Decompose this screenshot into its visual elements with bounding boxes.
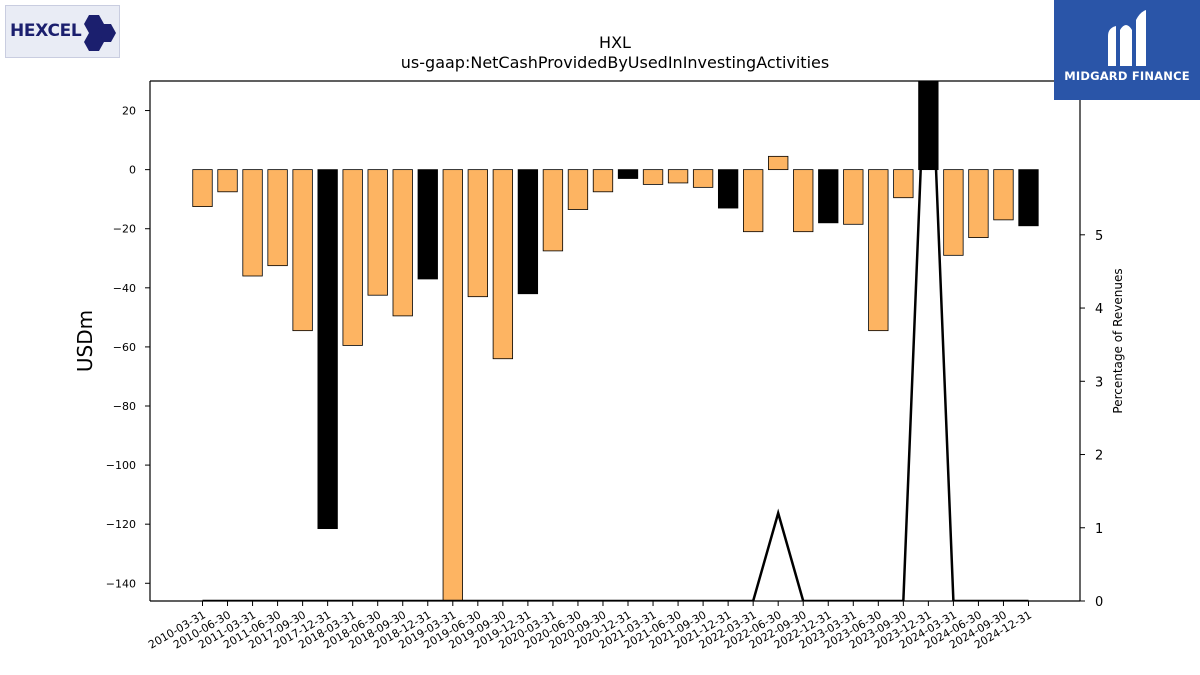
midgard-logo-text: MIDGARD FINANCE [1064,69,1190,83]
y2-tick-label: 2 [1095,449,1103,464]
bar [743,169,764,233]
y-tick-label: −140 [106,577,136,590]
bar [667,169,689,184]
hexcel-logo: HEXCEL [5,5,120,58]
y-tick-label: 0 [129,164,136,177]
hexcel-logo-text: HEXCEL [10,21,82,41]
y-axis-label: USDm [73,310,97,372]
bar [968,169,989,238]
bar [818,169,839,224]
midgard-mark-icon [1108,10,1146,66]
bar-series [192,81,1039,601]
bar [717,169,739,209]
y-tick-label: −60 [113,341,136,354]
bar [692,169,714,188]
bar [1018,169,1039,227]
y-tick-label: −120 [106,518,136,531]
y2-axis-label: Percentage of Revenues [1111,268,1125,413]
bar [217,169,238,193]
y2-tick-label: 1 [1095,522,1103,537]
chart-subtitle: us-gaap:NetCashProvidedByUsedInInvesting… [401,53,829,72]
bar [267,169,288,267]
bar [868,169,889,332]
bar [993,169,1014,221]
axes: 200−20−40−60−80−100−120−1400123452010-03… [106,80,1103,652]
chart-title: HXL [599,33,631,52]
y-tick-label: −100 [106,459,136,472]
bar [292,169,313,332]
bar [893,169,914,199]
bar [192,169,213,207]
bar [467,169,488,298]
midgard-finance-logo: MIDGARD FINANCE [1054,0,1200,100]
y2-tick-label: 0 [1095,595,1103,610]
bar [392,169,413,317]
y2-tick-label: 3 [1095,375,1103,390]
bar [492,169,514,360]
y-tick-label: −20 [113,223,136,236]
bar [943,169,964,256]
bar [317,169,338,530]
bar [793,169,814,233]
bar [617,169,639,179]
bar [442,169,463,601]
bar [567,169,589,210]
bar [642,169,664,185]
bar [768,155,789,171]
bar [592,169,614,193]
hexagon-logo-icon [84,15,116,51]
bar [242,169,263,277]
bar [843,169,864,225]
bar [517,169,539,295]
bar [542,169,564,252]
bar [342,169,363,346]
y-tick-label: 20 [122,105,136,118]
y-tick-label: −80 [113,400,136,413]
bar [367,169,388,296]
y2-tick-label: 5 [1095,229,1103,244]
y2-tick-label: 4 [1095,302,1103,317]
bar [417,169,438,280]
y-tick-label: −40 [113,282,136,295]
